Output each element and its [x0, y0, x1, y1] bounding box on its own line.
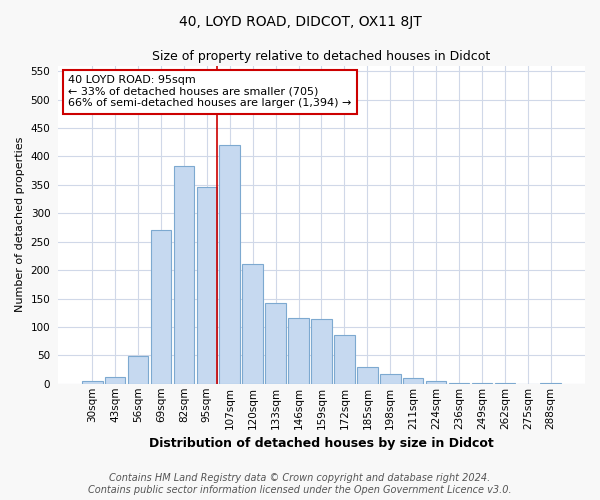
Bar [197, 186, 217, 384]
Bar [380, 374, 401, 384]
Title: Size of property relative to detached houses in Didcot: Size of property relative to detached ho… [152, 50, 491, 63]
Bar [311, 319, 332, 384]
Bar [494, 383, 515, 384]
X-axis label: Distribution of detached houses by size in Didcot: Distribution of detached houses by size … [149, 437, 494, 450]
Bar [334, 335, 355, 384]
Bar [472, 382, 492, 384]
Bar [288, 318, 309, 384]
Y-axis label: Number of detached properties: Number of detached properties [15, 137, 25, 312]
Bar [403, 378, 424, 384]
Bar [82, 381, 103, 384]
Text: 40, LOYD ROAD, DIDCOT, OX11 8JT: 40, LOYD ROAD, DIDCOT, OX11 8JT [179, 15, 421, 29]
Bar [426, 382, 446, 384]
Bar [151, 230, 172, 384]
Bar [357, 368, 377, 384]
Bar [220, 145, 240, 384]
Text: 40 LOYD ROAD: 95sqm
← 33% of detached houses are smaller (705)
66% of semi-detac: 40 LOYD ROAD: 95sqm ← 33% of detached ho… [68, 75, 352, 108]
Bar [105, 377, 125, 384]
Bar [242, 264, 263, 384]
Text: Contains HM Land Registry data © Crown copyright and database right 2024.
Contai: Contains HM Land Registry data © Crown c… [88, 474, 512, 495]
Bar [449, 383, 469, 384]
Bar [541, 383, 561, 384]
Bar [265, 302, 286, 384]
Bar [128, 356, 148, 384]
Bar [173, 166, 194, 384]
